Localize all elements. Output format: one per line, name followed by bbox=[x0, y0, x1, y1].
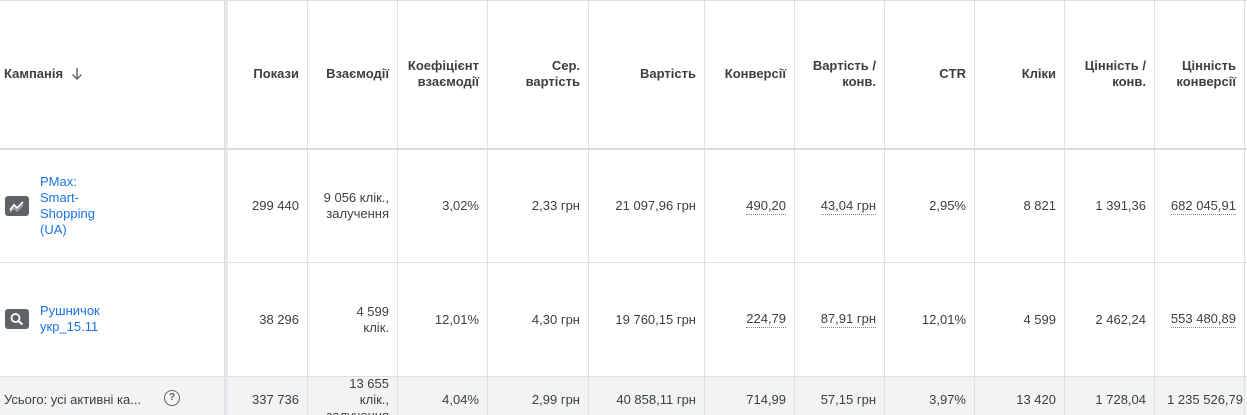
column-header-label: Коефіцієнт взаємодії bbox=[407, 58, 479, 89]
column-header-avg-cost[interactable]: Сер. вартість bbox=[488, 0, 589, 148]
cell-text: 13 655 клік., залучення bbox=[326, 376, 389, 415]
total-ctr: 3,97% bbox=[929, 392, 966, 407]
column-header-label: Цінність конверсії bbox=[1176, 58, 1236, 89]
column-header-label: Цінність / конв. bbox=[1084, 58, 1146, 89]
cell-conversions[interactable]: 224,79 bbox=[705, 263, 795, 376]
column-divider bbox=[884, 0, 885, 415]
total-impressions: 337 736 bbox=[252, 392, 299, 407]
total-interactions: 13 655 клік., залучення bbox=[308, 376, 398, 415]
column-divider bbox=[1154, 0, 1155, 415]
total-conv-value: 1 235 526,79 bbox=[1167, 392, 1243, 407]
column-header-conv-value[interactable]: Цінність конверсії bbox=[1155, 0, 1245, 148]
column-header-conversions[interactable]: Конверсії bbox=[705, 0, 795, 148]
column-header-clicks[interactable]: Кліки bbox=[975, 0, 1065, 148]
column-header-label: Взаємодії bbox=[326, 66, 389, 81]
cell-ctr: 2,95% bbox=[929, 198, 966, 213]
cell-avg-cost: 2,33 грн bbox=[531, 198, 580, 213]
cell-text: 43,04 грн bbox=[820, 197, 876, 215]
total-cost: 40 858,11 грн bbox=[616, 392, 696, 407]
row-divider bbox=[0, 376, 1247, 377]
column-header-impressions[interactable]: Покази bbox=[227, 0, 308, 148]
column-header-label: Покази bbox=[253, 66, 299, 81]
cell-cost-per-conv[interactable]: 87,91 грн bbox=[795, 263, 885, 376]
row-divider bbox=[0, 262, 1247, 263]
total-row-label: Усього: усі активні ка... bbox=[4, 392, 142, 407]
header-divider bbox=[0, 148, 1247, 150]
column-divider bbox=[487, 0, 488, 415]
cell-interactions: 4 599 клік. bbox=[308, 263, 398, 376]
total-value-per-conv: 1 728,04 bbox=[1095, 392, 1146, 407]
column-header-interaction-rate[interactable]: Коефіцієнт взаємодії bbox=[398, 0, 488, 148]
cell-conv-value[interactable]: 682 045,91 bbox=[1155, 150, 1245, 262]
column-header-label: Сер. вартість bbox=[525, 58, 580, 89]
column-divider bbox=[397, 0, 398, 415]
column-divider bbox=[588, 0, 589, 415]
cell-value-per-conv: 1 391,36 bbox=[1095, 198, 1146, 213]
column-header-label: Конверсії bbox=[724, 66, 786, 81]
cell-text: 553 480,89 bbox=[1170, 311, 1236, 328]
cell-text: 682 045,91 bbox=[1170, 197, 1236, 215]
column-divider bbox=[974, 0, 975, 415]
cell-interactions: 9 056 клік., залучення bbox=[308, 150, 398, 262]
cell-avg-cost: 4,30 грн bbox=[531, 311, 580, 327]
help-icon[interactable]: ? bbox=[164, 390, 180, 406]
cell-text: 87,91 грн bbox=[820, 311, 876, 328]
cell-impressions: 299 440 bbox=[252, 198, 299, 213]
total-row-background bbox=[0, 376, 1247, 415]
column-header-campaign[interactable]: Кампанія bbox=[4, 0, 224, 148]
cell-text: 4 599 клік. bbox=[356, 303, 389, 335]
cell-interaction-rate: 3,02% bbox=[442, 198, 479, 213]
cell-cost-per-conv[interactable]: 43,04 грн bbox=[795, 150, 885, 262]
cell-ctr: 12,01% bbox=[921, 311, 966, 327]
cell-text: 490,20 bbox=[746, 197, 786, 215]
column-divider bbox=[224, 0, 228, 415]
cell-conv-value[interactable]: 553 480,89 bbox=[1155, 263, 1245, 376]
cell-text: 224,79 bbox=[746, 311, 786, 328]
table-row-campaign-cell: PMax: Smart-Shopping (UA) bbox=[0, 150, 224, 262]
cell-impressions: 38 296 bbox=[259, 311, 299, 327]
trend-icon bbox=[5, 196, 29, 216]
column-header-label: Вартість / конв. bbox=[812, 58, 876, 89]
column-header-value-per-conv[interactable]: Цінність / конв. bbox=[1065, 0, 1155, 148]
column-divider bbox=[794, 0, 795, 415]
cell-clicks: 8 821 bbox=[1023, 198, 1056, 213]
column-header-label: CTR bbox=[939, 66, 966, 81]
column-header-interactions[interactable]: Взаємодії bbox=[308, 0, 398, 148]
column-header-label: Кампанія bbox=[4, 66, 64, 81]
total-conversions: 714,99 bbox=[746, 392, 786, 407]
arrow-down-icon[interactable] bbox=[71, 67, 83, 81]
cell-conversions[interactable]: 490,20 bbox=[705, 150, 795, 262]
total-cost-per-conv: 57,15 грн bbox=[820, 392, 876, 407]
campaign-link[interactable]: Рушничок укр_15.11 bbox=[40, 303, 100, 334]
row-divider bbox=[0, 0, 1247, 1]
column-header-label: Вартість bbox=[640, 66, 696, 81]
campaign-link[interactable]: PMax: Smart-Shopping (UA) bbox=[40, 174, 95, 237]
column-divider bbox=[704, 0, 705, 415]
column-divider bbox=[1244, 0, 1245, 415]
cell-text: 9 056 клік., залучення bbox=[323, 190, 389, 221]
total-clicks: 13 420 bbox=[1016, 392, 1056, 407]
table-row-campaign-cell: Рушничок укр_15.11 bbox=[0, 263, 224, 376]
column-divider bbox=[307, 0, 308, 415]
search-icon bbox=[5, 309, 29, 329]
cell-cost: 21 097,96 грн bbox=[615, 198, 696, 213]
cell-clicks: 4 599 bbox=[1023, 311, 1056, 327]
cell-cost: 19 760,15 грн bbox=[615, 311, 696, 327]
total-avg-cost: 2,99 грн bbox=[531, 392, 580, 407]
total-interaction-rate: 4,04% bbox=[442, 392, 479, 407]
cell-value-per-conv: 2 462,24 bbox=[1095, 311, 1146, 327]
column-header-ctr[interactable]: CTR bbox=[885, 0, 975, 148]
cell-interaction-rate: 12,01% bbox=[434, 311, 479, 327]
column-divider bbox=[1064, 0, 1065, 415]
column-header-cost-per-conv[interactable]: Вартість / конв. bbox=[795, 0, 885, 148]
column-header-label: Кліки bbox=[1021, 66, 1056, 81]
column-header-cost[interactable]: Вартість bbox=[589, 0, 705, 148]
